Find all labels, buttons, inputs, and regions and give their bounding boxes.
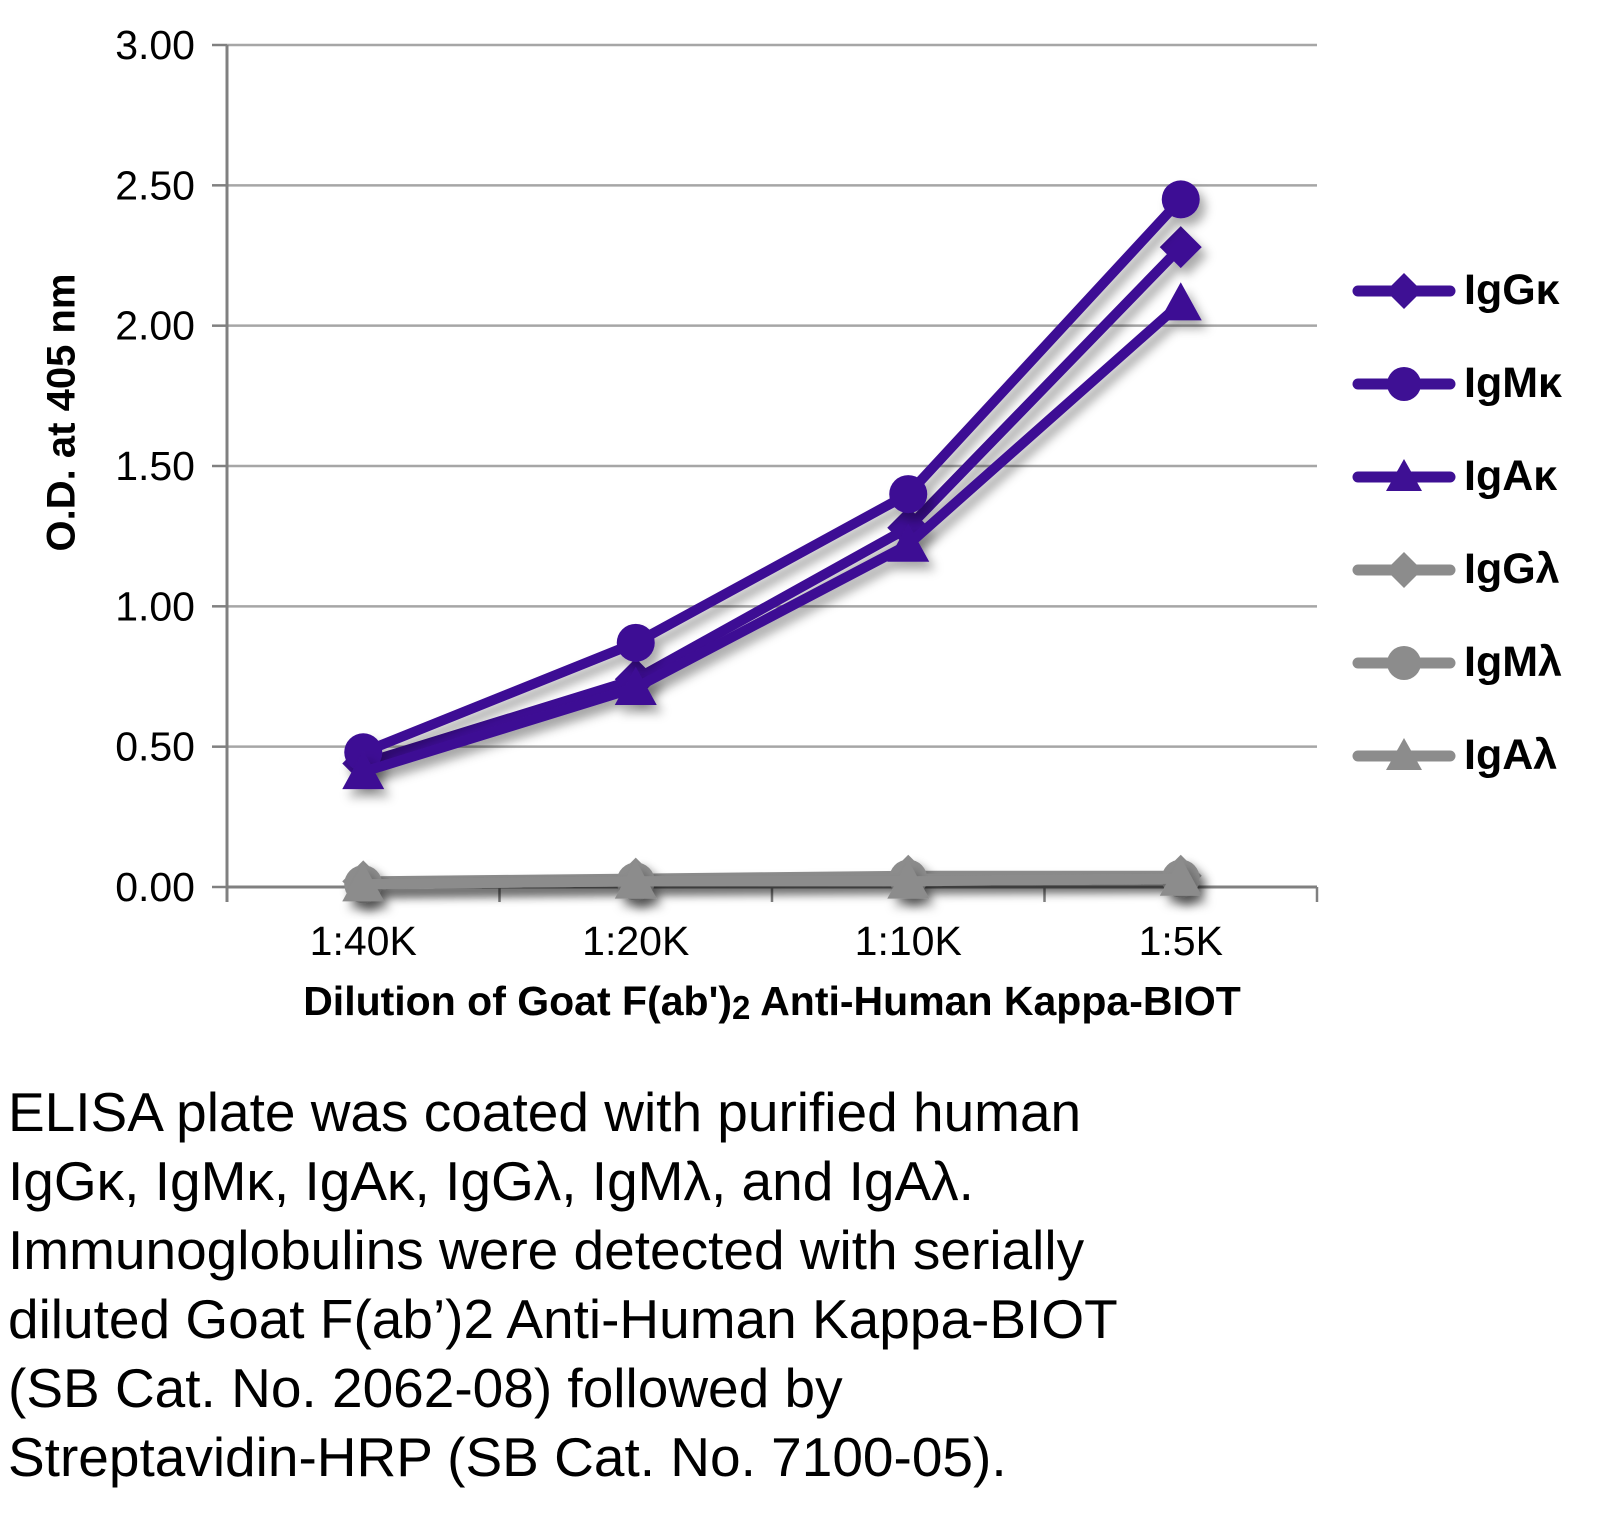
triangle-marker-icon <box>342 750 385 790</box>
triangle-marker-icon <box>887 860 930 899</box>
circle-marker-icon <box>889 475 928 514</box>
triangle-marker-icon <box>1159 857 1202 896</box>
circle-marker-icon <box>1352 645 1456 680</box>
y-axis-title: O.D. at 405 nm <box>39 273 84 552</box>
triangle-marker-icon <box>1352 458 1456 491</box>
y-tick-label: 1.00 <box>115 583 195 629</box>
legend-item-igak: IgAκ <box>1352 430 1562 523</box>
circle-marker-icon <box>1387 645 1421 680</box>
legend-label: IgGλ <box>1464 545 1560 593</box>
series-IgAλ <box>342 857 1202 902</box>
legend-label: IgMλ <box>1464 638 1562 686</box>
caption-line: (SB Cat. No. 2062-08) followed by <box>8 1357 843 1419</box>
series-line <box>358 873 1186 890</box>
legend-label: IgGκ <box>1464 266 1560 314</box>
circle-marker-icon <box>1161 180 1200 219</box>
chart-plot-area: 0.00 0.50 1.00 1.50 2.00 2.50 3.00 1:40K 1:20K 1:… <box>115 22 1319 964</box>
diamond-marker-icon <box>1159 226 1202 269</box>
diamond-marker-icon <box>1386 272 1422 309</box>
caption-line: ELISA plate was coated with purified hum… <box>8 1081 1082 1143</box>
y-tick-label: 1.50 <box>115 443 195 489</box>
y-tick-label: 0.00 <box>115 864 195 910</box>
x-tick-label: 1:20K <box>582 918 689 964</box>
legend-label: IgAκ <box>1464 452 1558 500</box>
series-line <box>358 242 1186 769</box>
triangle-marker-icon <box>1386 737 1422 770</box>
triangle-marker-icon <box>1159 282 1202 321</box>
triangle-marker-icon <box>1352 737 1456 770</box>
caption-line: IgGκ, IgMκ, IgAκ, IgGλ, IgMλ, and IgAλ. <box>8 1150 974 1212</box>
elisa-line-chart: 0.00 0.50 1.00 1.50 2.00 2.50 3.00 1:40K 1:20K 1:… <box>39 22 1563 1027</box>
y-tick-label: 3.00 <box>115 22 195 68</box>
x-tick-label: 1:5K <box>1139 918 1223 964</box>
triangle-marker-icon <box>342 863 385 902</box>
legend-item-igal: IgAλ <box>1352 709 1562 802</box>
x-axis-title-subscript: 2 <box>731 989 751 1026</box>
diamond-marker-icon <box>1386 551 1422 588</box>
legend-label: IgMκ <box>1464 359 1563 407</box>
y-tick-label: 2.50 <box>115 162 195 208</box>
diamond-marker-icon <box>1352 551 1456 588</box>
triangle-marker-icon <box>1386 458 1422 491</box>
circle-marker-icon <box>616 623 655 662</box>
legend-item-iggl: IgGλ <box>1352 523 1562 616</box>
x-tick-label: 1:40K <box>310 918 417 964</box>
caption-line: diluted Goat F(ab’)2 Anti-Human Kappa-BI… <box>8 1288 1118 1350</box>
triangle-marker-icon <box>887 523 930 562</box>
legend-label: IgAλ <box>1464 731 1558 779</box>
y-tick-label: 2.00 <box>115 303 195 349</box>
caption-line: Immunoglobulins were detected with seria… <box>8 1219 1085 1281</box>
series-IgMκ <box>344 180 1200 772</box>
x-axis-title-text: Anti-Human Kappa-BIOT <box>750 978 1241 1024</box>
figure-caption: ELISA plate was coated with purified hum… <box>8 1078 1588 1492</box>
series-line <box>358 298 1186 777</box>
series-line <box>358 194 1186 758</box>
y-tick-label: 0.50 <box>115 724 195 770</box>
chart-legend: IgGκ IgMκ IgAκ IgGλ IgMλ IgAλ <box>1352 244 1562 802</box>
diamond-marker-icon <box>1352 272 1456 309</box>
circle-marker-icon <box>1387 366 1421 401</box>
x-axis-title-text: Dilution of Goat F(ab') <box>303 978 732 1024</box>
x-tick-label: 1:10K <box>855 918 962 964</box>
legend-item-igmk: IgMκ <box>1352 337 1562 430</box>
circle-marker-icon <box>1352 366 1456 401</box>
triangle-marker-icon <box>614 666 657 705</box>
legend-item-igml: IgMλ <box>1352 616 1562 709</box>
triangle-marker-icon <box>614 860 657 899</box>
series-IgAκ <box>342 282 1202 790</box>
legend-item-iggk: IgGκ <box>1352 244 1562 337</box>
caption-line: Streptavidin-HRP (SB Cat. No. 7100-05). <box>8 1426 1007 1488</box>
x-axis-title: Dilution of Goat F(ab')2 Anti-Human Kapp… <box>227 978 1317 1027</box>
